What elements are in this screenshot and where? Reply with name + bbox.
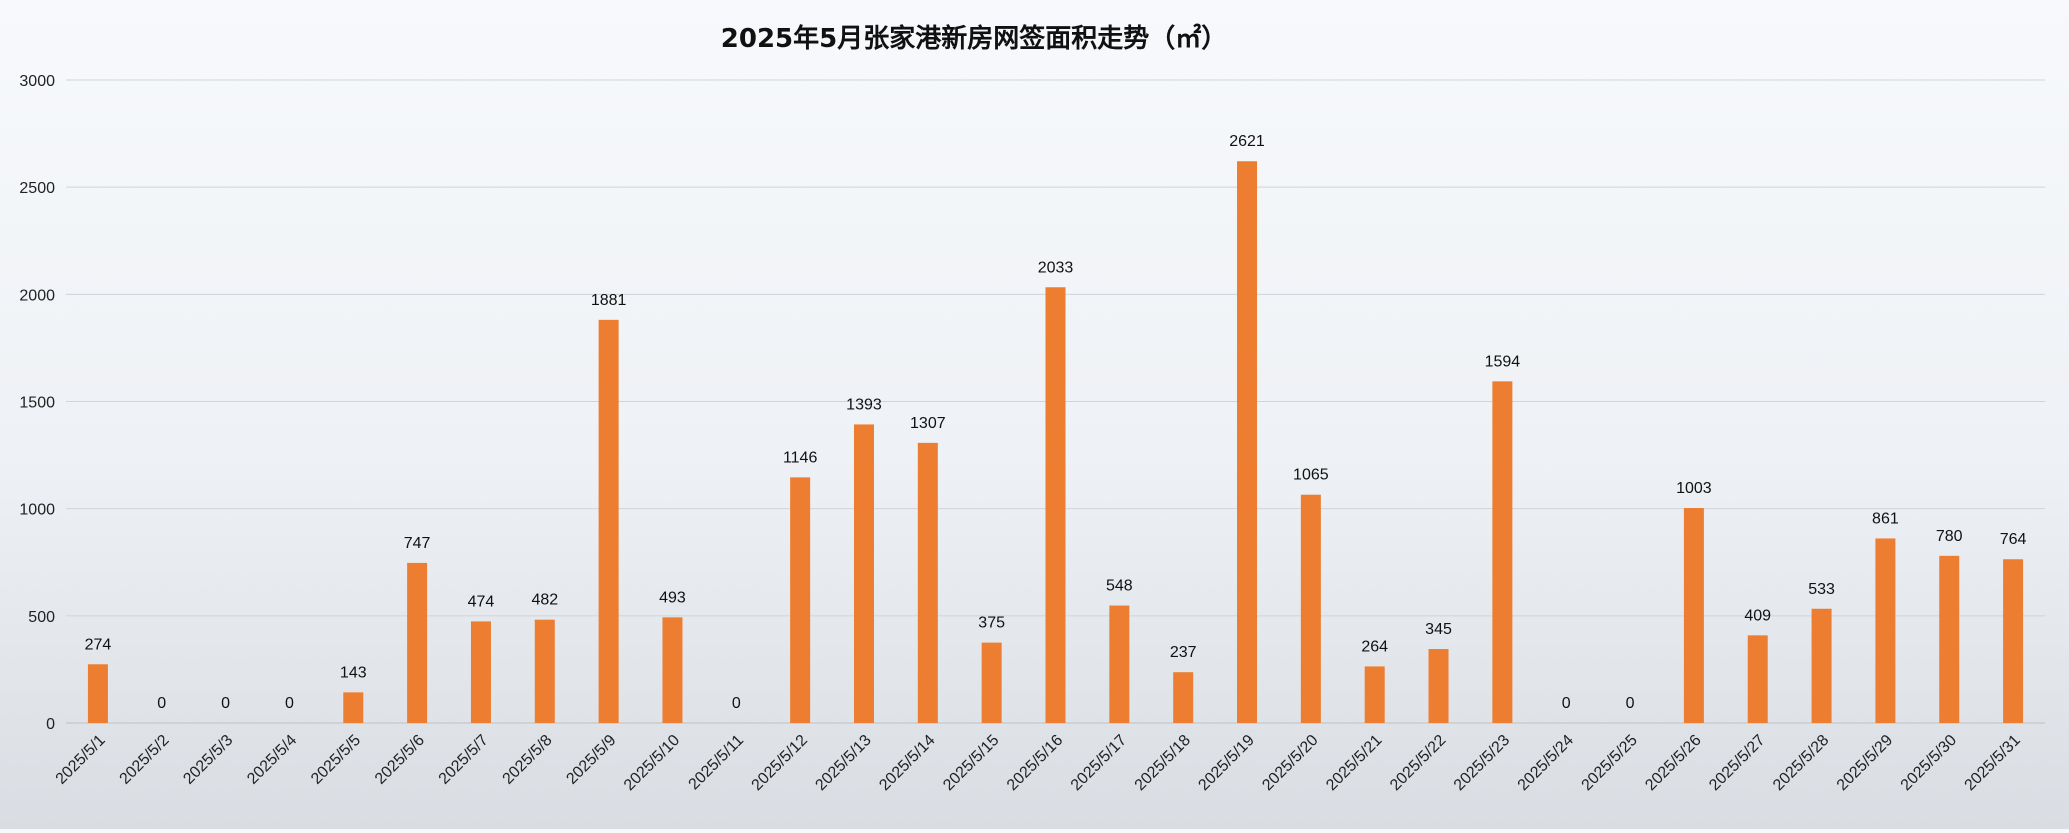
- x-tick-label: 2025/5/12: [749, 732, 811, 794]
- x-tick-label: 2025/5/3: [180, 732, 236, 788]
- bar: [470, 621, 491, 723]
- x-tick-label: 2025/5/24: [1515, 732, 1577, 794]
- data-label: 1594: [1485, 353, 1521, 370]
- bar: [87, 664, 108, 723]
- data-label: 1393: [846, 396, 882, 413]
- data-label: 493: [659, 589, 686, 606]
- bar: [534, 619, 555, 723]
- x-tick-label: 2025/5/30: [1898, 732, 1960, 794]
- data-label: 533: [1808, 581, 1835, 598]
- bar: [790, 477, 811, 723]
- data-label: 264: [1361, 638, 1388, 655]
- data-label: 780: [1936, 528, 1963, 545]
- data-label: 764: [2000, 531, 2027, 548]
- data-label: 1881: [591, 292, 627, 309]
- bar: [1173, 672, 1194, 723]
- data-label: 2621: [1229, 133, 1265, 150]
- bar: [407, 562, 428, 723]
- data-label: 0: [157, 695, 166, 712]
- x-tick-label: 2025/5/29: [1834, 732, 1896, 794]
- data-label: 0: [285, 695, 294, 712]
- x-tick-label: 2025/5/19: [1195, 732, 1257, 794]
- x-tick-label: 2025/5/11: [686, 732, 748, 794]
- x-tick-label: 2025/5/17: [1068, 732, 1130, 794]
- x-tick-label: 2025/5/5: [308, 732, 364, 788]
- x-tick-label: 2025/5/7: [436, 732, 492, 788]
- bar: [1875, 538, 1896, 723]
- bar: [917, 442, 938, 723]
- bar: [1683, 508, 1704, 723]
- bar: [1428, 649, 1449, 723]
- data-label: 237: [1170, 644, 1197, 661]
- data-label: 1003: [1676, 480, 1712, 497]
- data-label: 861: [1872, 510, 1899, 527]
- bar: [981, 642, 1002, 723]
- bar: [1492, 381, 1513, 723]
- y-tick-label: 2500: [19, 180, 55, 197]
- x-tick-label: 2025/5/2: [117, 732, 173, 788]
- bar: [1237, 161, 1258, 724]
- x-tick-label: 2025/5/28: [1770, 732, 1832, 794]
- x-tick-label: 2025/5/4: [244, 732, 300, 788]
- data-label: 0: [1626, 695, 1635, 712]
- y-tick-label: 0: [46, 716, 55, 733]
- x-tick-label: 2025/5/22: [1387, 732, 1449, 794]
- chart-title: 2025年5月张家港新房网签面积走势（㎡）: [720, 24, 1228, 54]
- x-tick-label: 2025/5/23: [1451, 732, 1513, 794]
- bar: [1300, 494, 1321, 723]
- bar: [2003, 559, 2024, 723]
- data-label: 747: [404, 535, 431, 552]
- bar: [343, 692, 364, 723]
- data-label: 1146: [783, 449, 818, 466]
- data-label: 1307: [910, 415, 946, 432]
- x-tick-label: 2025/5/21: [1323, 732, 1385, 794]
- x-tick-label: 2025/5/10: [621, 732, 683, 794]
- data-label: 482: [531, 592, 558, 609]
- bar: [1364, 666, 1385, 723]
- y-tick-label: 500: [28, 609, 55, 626]
- data-label: 0: [221, 695, 230, 712]
- data-label: 143: [340, 664, 367, 681]
- x-tick-label: 2025/5/8: [500, 732, 556, 788]
- bar: [1939, 555, 1960, 723]
- x-tick-label: 2025/5/16: [1004, 732, 1066, 794]
- y-tick-label: 2000: [19, 287, 55, 304]
- x-tick-label: 2025/5/26: [1642, 732, 1704, 794]
- data-label: 1065: [1293, 467, 1329, 484]
- x-tick-label: 2025/5/9: [563, 732, 619, 788]
- bar: [853, 424, 874, 723]
- data-label: 2033: [1038, 259, 1074, 276]
- data-label: 409: [1744, 607, 1771, 624]
- data-label: 0: [1562, 695, 1571, 712]
- data-label: 0: [732, 695, 741, 712]
- x-tick-label: 2025/5/25: [1579, 732, 1641, 794]
- x-tick-label: 2025/5/20: [1259, 732, 1321, 794]
- bar: [1109, 605, 1130, 723]
- y-tick-label: 1000: [19, 502, 55, 519]
- data-label: 548: [1106, 578, 1133, 595]
- bar: [1811, 608, 1832, 723]
- data-label: 345: [1425, 621, 1452, 638]
- x-tick-label: 2025/5/13: [812, 732, 874, 794]
- y-tick-label: 3000: [19, 73, 55, 90]
- x-tick-label: 2025/5/15: [940, 732, 1002, 794]
- x-tick-label: 2025/5/1: [53, 732, 109, 788]
- data-label: 375: [978, 615, 1005, 632]
- x-tick-label: 2025/5/27: [1706, 732, 1768, 794]
- y-tick-label: 1500: [19, 395, 55, 412]
- data-label: 474: [468, 593, 495, 610]
- bar: [1747, 635, 1768, 723]
- x-tick-label: 2025/5/18: [1132, 732, 1194, 794]
- x-tick-label: 2025/5/31: [1962, 732, 2024, 794]
- bar: [662, 617, 683, 723]
- bar: [1045, 287, 1066, 723]
- x-tick-label: 2025/5/14: [876, 732, 938, 794]
- bar: [598, 319, 619, 723]
- x-tick-label: 2025/5/6: [372, 732, 428, 788]
- data-label: 274: [85, 636, 112, 653]
